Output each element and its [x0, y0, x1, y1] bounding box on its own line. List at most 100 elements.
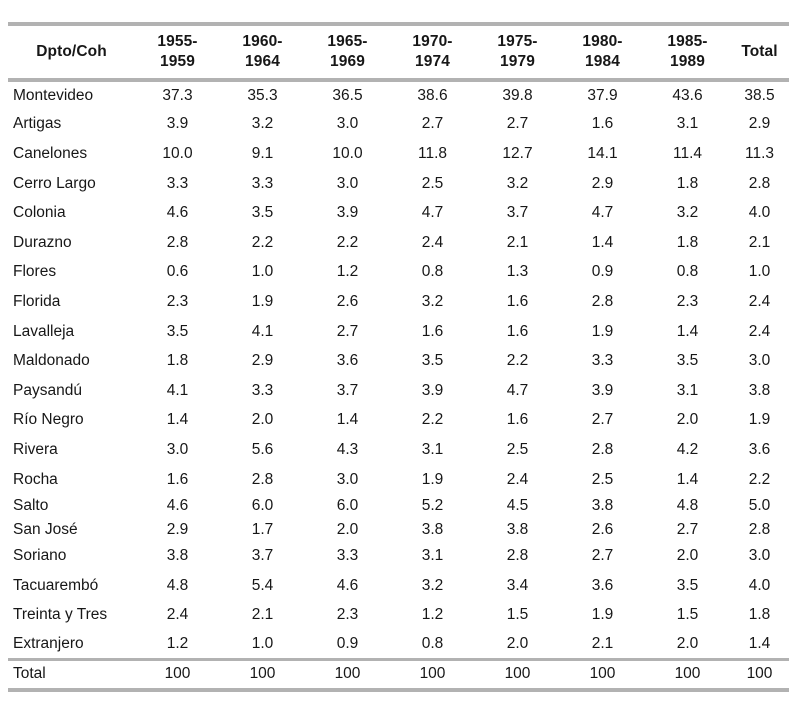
cell-value: 1.9 — [591, 322, 614, 340]
row-label: Rocha — [13, 470, 58, 488]
cell-value: 11.8 — [417, 144, 448, 162]
header-row: Dpto/Coh 1955- 1959 1960- 1964 1965- 1969 1970… — [8, 24, 789, 80]
table-row: San José 2.9 1.7 2.0 3.8 3.8 2.6 2.7 2.8 — [8, 518, 789, 542]
cell-value: 3.5 — [166, 322, 189, 340]
cell-value: 2.3 — [676, 292, 699, 310]
cell-value: 4.5 — [506, 497, 529, 515]
total-row: Total 100 100 100 100 100 100 100 100 — [8, 659, 789, 690]
cell-value: 4.8 — [166, 576, 189, 594]
table-row: Artigas 3.9 3.2 3.0 2.7 2.7 1.6 3.1 2.9 — [8, 110, 789, 140]
cell-value: 3.6 — [591, 576, 614, 594]
cell-value: 1.4 — [336, 411, 359, 429]
cell-value: 1.6 — [591, 115, 614, 133]
cell-value: 100 — [419, 665, 446, 683]
period-end-year: 1974 — [415, 53, 450, 70]
period-end-year: 1989 — [670, 53, 705, 70]
table-row: Rocha 1.6 2.8 3.0 1.9 2.4 2.5 1.4 2.2 — [8, 465, 789, 495]
row-label: Canelones — [13, 144, 88, 162]
cell-value: 1.4 — [676, 470, 699, 488]
period-start-year: 1965- — [327, 33, 368, 50]
row-label: Artigas — [13, 115, 62, 133]
cell-value: 2.8 — [166, 233, 189, 251]
cell-value: 1.2 — [421, 606, 444, 624]
cell-value: 5.6 — [251, 440, 274, 458]
cell-value: 4.1 — [251, 322, 274, 340]
cell-value: 3.9 — [421, 381, 444, 399]
cell-value: 2.6 — [591, 520, 614, 538]
cell-value: 3.3 — [251, 174, 274, 192]
cell-value: 2.7 — [506, 115, 529, 133]
cell-value: 3.3 — [251, 381, 274, 399]
cell-value: 4.3 — [336, 440, 359, 458]
table-row: Durazno 2.8 2.2 2.2 2.4 2.1 1.4 1.8 2.1 — [8, 228, 789, 258]
table-row: Rivera 3.0 5.6 4.3 3.1 2.5 2.8 4.2 3.6 — [8, 435, 789, 465]
table-row: Paysandú 4.1 3.3 3.7 3.9 4.7 3.9 3.1 3.8 — [8, 376, 789, 406]
cell-value: 3.2 — [676, 204, 699, 222]
cell-value: 2.2 — [748, 470, 771, 488]
cell-value: 3.2 — [251, 115, 274, 133]
cell-value: 2.7 — [591, 411, 614, 429]
table-row: Flores 0.6 1.0 1.2 0.8 1.3 0.9 0.8 1.0 — [8, 258, 789, 288]
cell-value: 4.0 — [748, 204, 771, 222]
cell-value: 100 — [164, 665, 191, 683]
cell-value: 1.2 — [166, 635, 189, 653]
cell-value: 3.8 — [166, 547, 189, 565]
period-start-year: 1970- — [412, 33, 453, 50]
cell-value: 2.4 — [748, 322, 771, 340]
row-label: San José — [13, 520, 78, 538]
header-period-1970-1974: 1970- 1974 — [390, 24, 475, 80]
row-label: Colonia — [13, 204, 66, 222]
cell-value: 2.1 — [251, 606, 274, 624]
cell-value: 0.8 — [421, 635, 444, 653]
header-period-1980-1984: 1980- 1984 — [560, 24, 645, 80]
cell-value: 1.7 — [251, 520, 274, 538]
cell-value: 1.8 — [676, 174, 699, 192]
cell-value: 1.9 — [748, 411, 771, 429]
cell-value: 11.4 — [672, 144, 703, 162]
header-period-1960-1964: 1960- 1964 — [220, 24, 305, 80]
cell-value: 5.0 — [748, 497, 771, 515]
cell-value: 2.8 — [506, 547, 529, 565]
cell-value: 0.8 — [421, 263, 444, 281]
cohort-table: Dpto/Coh 1955- 1959 1960- 1964 1965- 1969 1970… — [8, 22, 789, 692]
row-label: Flores — [13, 263, 57, 281]
row-label: Lavalleja — [13, 322, 75, 340]
period-end-year: 1984 — [585, 53, 620, 70]
row-label: Paysandú — [13, 381, 82, 399]
cell-value: 2.3 — [166, 292, 189, 310]
cell-value: 100 — [674, 665, 701, 683]
cell-value: 2.2 — [251, 233, 274, 251]
cell-value: 2.3 — [336, 606, 359, 624]
cell-value: 2.8 — [591, 440, 614, 458]
cell-value: 2.2 — [336, 233, 359, 251]
cell-value: 12.7 — [502, 144, 533, 162]
row-label: Treinta y Tres — [13, 606, 108, 624]
period-start-year: 1975- — [497, 33, 538, 50]
cell-value: 3.5 — [251, 204, 274, 222]
cell-value: 2.7 — [421, 115, 444, 133]
period-end-year: 1969 — [330, 53, 365, 70]
cell-value: 3.8 — [506, 520, 529, 538]
cell-value: 1.6 — [421, 322, 444, 340]
cell-value: 100 — [589, 665, 616, 683]
cell-value: 0.9 — [591, 263, 614, 281]
cell-value: 10.0 — [162, 144, 193, 162]
header-period-1975-1979: 1975- 1979 — [475, 24, 560, 80]
cell-value: 2.9 — [166, 520, 189, 538]
row-label: Río Negro — [13, 411, 84, 429]
table-row: Extranjero 1.2 1.0 0.9 0.8 2.0 2.1 2.0 1.4 — [8, 630, 789, 660]
cell-value: 3.0 — [336, 115, 359, 133]
cell-value: 4.2 — [676, 440, 699, 458]
cell-value: 2.0 — [336, 520, 359, 538]
cell-value: 2.8 — [748, 174, 771, 192]
row-label: Durazno — [13, 233, 72, 251]
period-start-year: 1960- — [242, 33, 283, 50]
period-end-year: 1979 — [500, 53, 535, 70]
table-row: Tacuarembó 4.8 5.4 4.6 3.2 3.4 3.6 3.5 4.0 — [8, 571, 789, 601]
row-label: Cerro Largo — [13, 174, 96, 192]
cell-value: 3.0 — [336, 470, 359, 488]
cell-value: 1.8 — [748, 606, 771, 624]
cell-value: 2.5 — [421, 174, 444, 192]
cell-value: 1.0 — [748, 263, 771, 281]
table-row: Soriano 3.8 3.7 3.3 3.1 2.8 2.7 2.0 3.0 — [8, 541, 789, 571]
